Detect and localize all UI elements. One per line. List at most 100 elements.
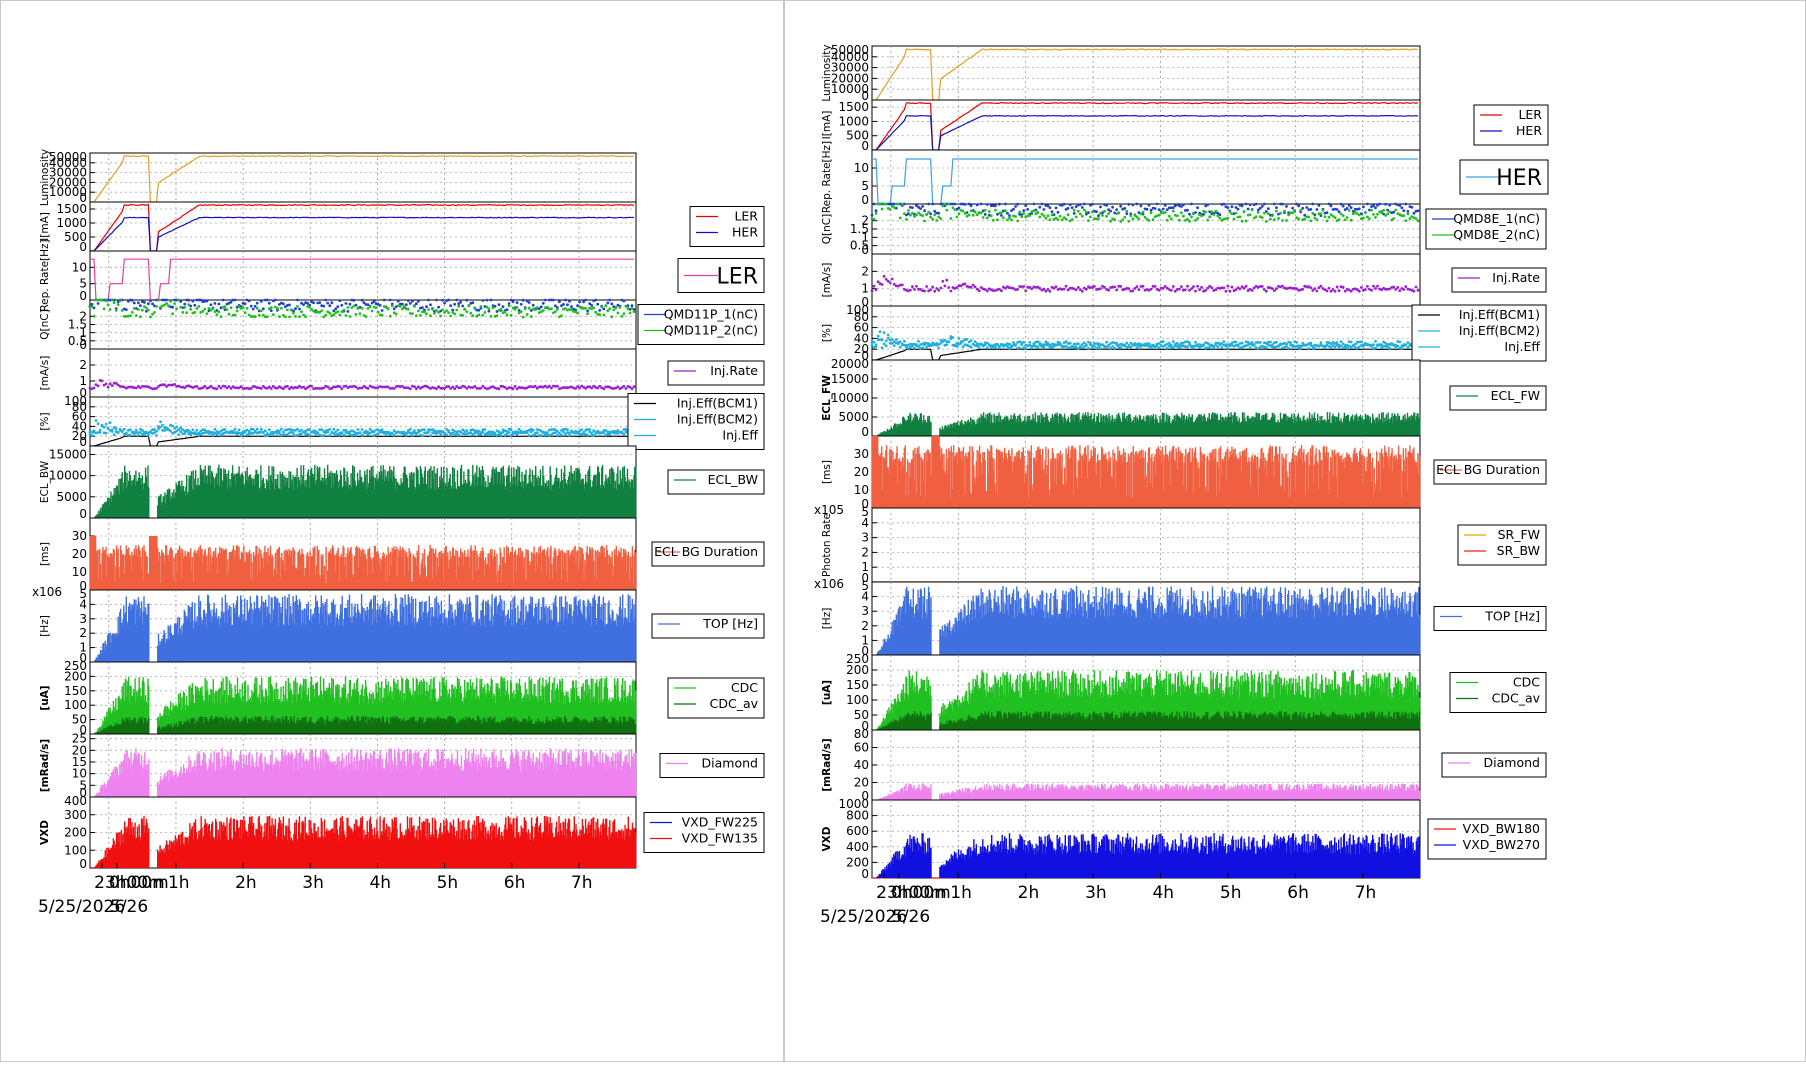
data-point xyxy=(616,311,620,315)
data-point xyxy=(294,315,297,318)
data-point xyxy=(245,306,249,310)
data-point xyxy=(163,298,166,302)
data-point xyxy=(161,383,164,387)
data-point xyxy=(171,312,175,316)
data-point xyxy=(318,310,322,314)
y-axis-label: Rep. Rate[Hz] xyxy=(39,239,51,311)
data-point xyxy=(249,304,253,308)
data-point xyxy=(336,310,340,313)
series-points xyxy=(88,379,636,391)
data-point xyxy=(201,309,205,313)
data-point xyxy=(197,305,201,308)
data-point xyxy=(604,304,608,308)
data-point xyxy=(288,387,291,391)
data-point xyxy=(388,298,392,302)
data-point xyxy=(574,310,577,314)
data-point xyxy=(197,387,201,390)
data-point xyxy=(515,301,519,305)
data-point xyxy=(300,301,303,305)
data-point xyxy=(328,311,332,315)
data-point xyxy=(209,384,213,388)
data-point xyxy=(338,385,342,388)
data-point xyxy=(269,306,273,310)
data-point xyxy=(411,312,414,315)
legend-box xyxy=(637,304,765,345)
data-point xyxy=(316,310,320,314)
data-point xyxy=(602,307,606,311)
data-point xyxy=(217,302,221,306)
data-point xyxy=(572,310,575,313)
data-point xyxy=(261,307,265,311)
data-point xyxy=(336,305,340,308)
data-point xyxy=(346,306,350,309)
data-point xyxy=(588,302,592,305)
data-point xyxy=(441,308,444,312)
data-point xyxy=(203,384,207,388)
data-point xyxy=(485,298,489,302)
data-point xyxy=(102,307,106,311)
data-point xyxy=(509,313,513,317)
data-point xyxy=(163,303,166,307)
data-point xyxy=(592,306,596,310)
data-point xyxy=(348,315,352,318)
data-point xyxy=(543,298,547,302)
data-point xyxy=(612,308,616,312)
data-point xyxy=(139,386,142,390)
data-point xyxy=(223,305,227,309)
data-point xyxy=(106,303,110,307)
data-point xyxy=(578,300,581,304)
data-point xyxy=(267,385,271,389)
data-point xyxy=(366,303,370,306)
data-point xyxy=(286,308,289,312)
y-tick-label: 5 xyxy=(79,277,87,291)
data-point xyxy=(560,314,563,317)
data-point xyxy=(610,315,614,319)
data-point xyxy=(334,307,338,311)
data-point xyxy=(274,298,277,302)
data-point xyxy=(318,387,322,390)
data-point xyxy=(360,298,364,302)
data-point xyxy=(437,311,440,314)
data-point xyxy=(330,301,334,305)
data-point xyxy=(92,314,96,318)
data-point xyxy=(247,299,251,303)
data-point xyxy=(271,313,275,316)
data-point xyxy=(606,301,610,305)
data-point xyxy=(622,312,626,316)
data-point xyxy=(312,387,315,390)
data-point xyxy=(100,298,104,302)
data-point xyxy=(531,307,535,311)
data-point xyxy=(594,310,598,314)
data-point xyxy=(439,314,442,318)
data-point xyxy=(602,313,606,317)
data-point xyxy=(441,298,444,302)
data-point xyxy=(390,304,394,308)
data-point xyxy=(598,313,602,316)
data-point xyxy=(139,315,142,319)
data-point xyxy=(594,298,598,302)
data-point xyxy=(380,313,384,317)
data-point xyxy=(124,308,128,311)
data-point xyxy=(165,385,169,388)
data-point xyxy=(586,312,589,316)
y-tick-label: 1 xyxy=(79,374,87,388)
data-point xyxy=(419,313,422,317)
data-point xyxy=(352,298,356,302)
data-point xyxy=(630,304,634,308)
data-point xyxy=(108,382,112,386)
data-point xyxy=(233,313,237,317)
data-point xyxy=(443,301,446,305)
data-point xyxy=(306,301,309,305)
data-point xyxy=(318,301,322,304)
data-point xyxy=(517,309,521,312)
data-point xyxy=(290,308,293,312)
data-point xyxy=(495,310,499,313)
data-point xyxy=(223,384,227,388)
data-point xyxy=(114,382,118,385)
data-point xyxy=(215,313,219,316)
data-point xyxy=(527,306,531,310)
plot-frame xyxy=(89,348,637,398)
data-point xyxy=(368,305,372,308)
